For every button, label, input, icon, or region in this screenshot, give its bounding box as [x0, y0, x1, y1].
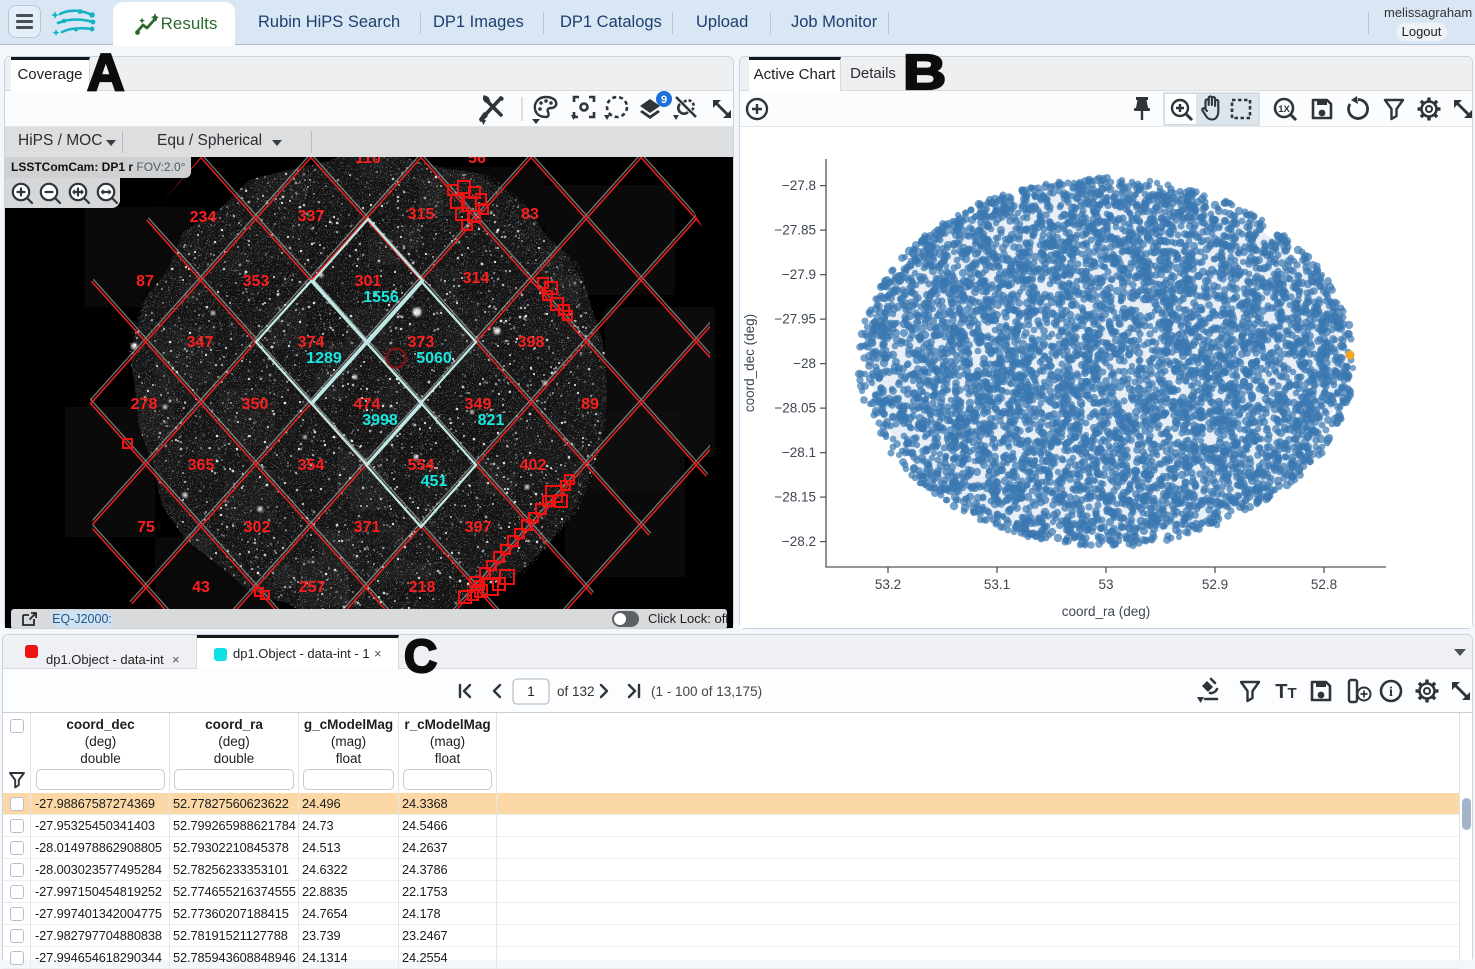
svg-text:347: 347 [187, 334, 214, 351]
svg-text:89: 89 [581, 396, 599, 413]
svg-text:302: 302 [244, 519, 271, 536]
svg-text:234: 234 [190, 209, 217, 226]
svg-text:314: 314 [463, 270, 490, 287]
svg-text:398: 398 [518, 334, 545, 351]
svg-text:354: 354 [298, 457, 325, 474]
svg-text:350: 350 [242, 396, 269, 413]
svg-text:278: 278 [131, 396, 158, 413]
svg-text:1X: 1X [1278, 104, 1290, 115]
svg-text:397: 397 [465, 519, 492, 536]
svg-text:365: 365 [188, 457, 215, 474]
svg-text:451: 451 [421, 473, 448, 490]
svg-text:3998: 3998 [362, 412, 398, 429]
svg-text:353: 353 [243, 273, 270, 290]
svg-text:554: 554 [408, 457, 435, 474]
svg-text:43: 43 [192, 579, 210, 596]
svg-text:9: 9 [661, 94, 667, 106]
svg-text:371: 371 [354, 519, 381, 536]
svg-text:257: 257 [299, 579, 326, 596]
svg-text:821: 821 [478, 412, 505, 429]
svg-text:1289: 1289 [306, 350, 342, 367]
svg-text:402: 402 [520, 457, 547, 474]
svg-text:315: 315 [408, 206, 435, 223]
svg-text:373: 373 [408, 334, 435, 351]
svg-text:56: 56 [468, 157, 486, 167]
svg-text:218: 218 [409, 579, 436, 596]
svg-text:87: 87 [136, 273, 154, 290]
svg-text:337: 337 [298, 208, 325, 225]
svg-text:110: 110 [355, 157, 381, 167]
svg-text:1556: 1556 [363, 289, 399, 306]
svg-text:83: 83 [521, 206, 539, 223]
svg-text:374: 374 [298, 334, 325, 351]
svg-text:5060: 5060 [416, 350, 452, 367]
svg-text:474: 474 [354, 396, 381, 413]
svg-text:75: 75 [137, 519, 155, 536]
svg-text:349: 349 [465, 396, 492, 413]
svg-text:301: 301 [355, 273, 382, 290]
